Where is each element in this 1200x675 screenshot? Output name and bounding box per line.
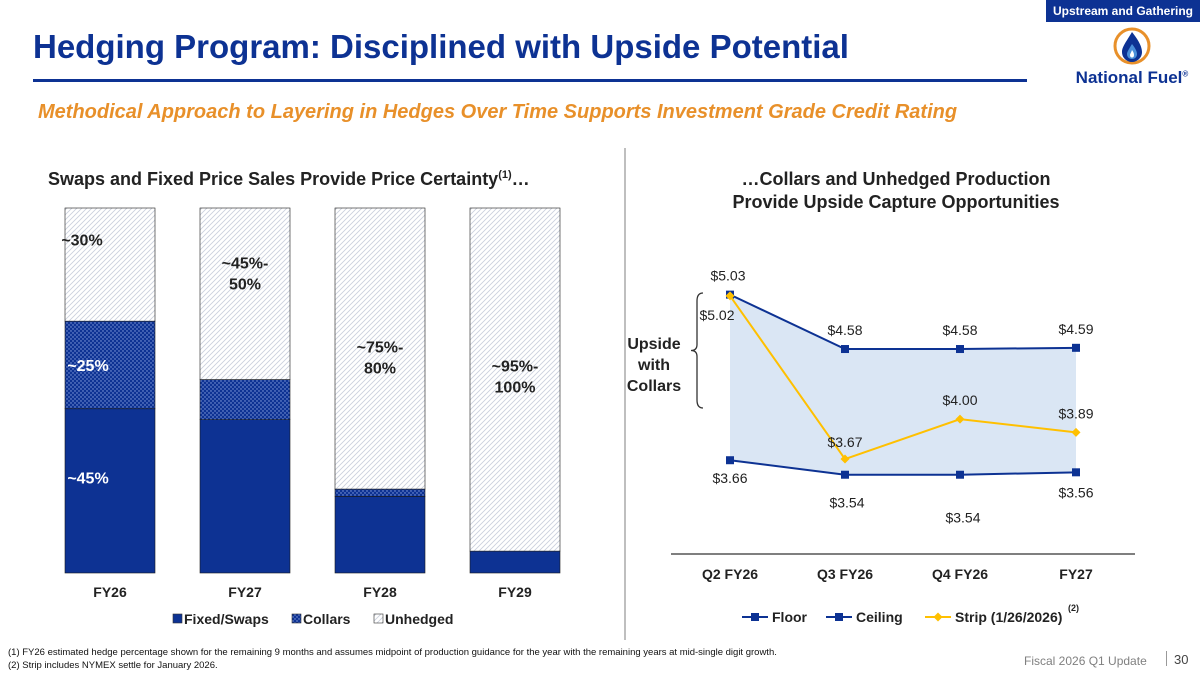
data-label-ceiling: $4.58 — [942, 322, 977, 338]
data-label: ~75%- — [357, 339, 404, 356]
marker-ceiling — [956, 345, 964, 354]
title-rule — [33, 79, 1027, 82]
left-chart-title: Swaps and Fixed Price Sales Provide Pric… — [48, 169, 530, 189]
legend-label-ceiling: Ceiling — [856, 609, 903, 625]
bar-fy27-unhedged — [199, 207, 291, 380]
data-label-strip-1-26-2026: $4.00 — [942, 392, 977, 408]
x-tick-label: FY27 — [1059, 566, 1093, 582]
legend-footnote-sup: (2) — [1068, 603, 1079, 613]
upside-label: Upside — [627, 336, 680, 353]
data-label-strip-1-26-2026: $5.02 — [699, 307, 734, 323]
line-ceiling — [729, 293, 1077, 351]
page-title: Hedging Program: Disciplined with Upside… — [33, 28, 849, 65]
upside-label: Collars — [627, 378, 681, 395]
footnotes: (1) FY26 estimated hedge percentage show… — [8, 646, 777, 672]
marker-ceiling — [841, 345, 849, 354]
page-subtitle: Methodical Approach to Layering in Hedge… — [38, 101, 958, 123]
x-tick-label: FY26 — [93, 584, 127, 600]
bar-fy28-unhedged — [334, 207, 426, 490]
legend-label-strip-1-26-2026: Strip (1/26/2026) — [955, 609, 1062, 625]
data-label-strip-1-26-2026: $3.67 — [827, 434, 862, 450]
marker-ceiling — [1072, 343, 1080, 352]
footnote-2: (2) Strip includes NYMEX settle for Janu… — [8, 660, 218, 671]
panel-divider — [624, 148, 626, 640]
hedge-bar-chart: FY26 FY27 FY28 FY29 ~30% ~25% ~45% ~45%- 50% ~75%… — [61, 207, 561, 627]
data-label: 100% — [495, 380, 536, 397]
marker-strip-1-26-2026 — [955, 414, 965, 424]
legend-swatch-collars — [291, 613, 302, 624]
collar-line-chart: $5.03 $4.58 $4.58 $4.59 $5.02 $3.67 $4.00 $3.89… — [627, 268, 1135, 625]
legend-label-fixed-swaps: Fixed/Swaps — [184, 611, 269, 627]
footnote-1: (1) FY26 estimated hedge percentage show… — [8, 647, 777, 658]
marker-strip-1-26-2026 — [840, 454, 850, 464]
x-tick-label: FY29 — [498, 584, 532, 600]
data-label: ~30% — [61, 233, 102, 250]
bar-fy29-unhedged — [469, 207, 561, 552]
page-number: 30 — [1174, 652, 1189, 667]
marker-floor — [1072, 468, 1080, 477]
data-label-ceiling: $4.59 — [1058, 321, 1093, 337]
data-label-floor: $3.54 — [829, 495, 864, 511]
line-strip-1-26-2026 — [729, 295, 1077, 461]
legend-swatch-fixed-swaps — [172, 613, 183, 624]
data-label: 80% — [364, 360, 396, 377]
data-label: ~95%- — [492, 359, 539, 376]
data-label-strip-1-26-2026: $3.89 — [1058, 405, 1093, 421]
company-logo: National Fuel® — [1074, 26, 1190, 92]
data-label-floor: $3.66 — [712, 470, 747, 486]
bar-fy28-fixed-swaps — [334, 496, 426, 574]
marker-strip-1-26-2026 — [1071, 427, 1081, 437]
marker-floor — [841, 470, 849, 479]
data-label: 50% — [229, 277, 261, 294]
data-label-ceiling: $5.03 — [710, 268, 745, 284]
marker-strip-1-26-2026 — [725, 291, 735, 301]
legend-marker — [835, 613, 843, 621]
data-label-ceiling: $4.58 — [827, 322, 862, 338]
data-label: ~25% — [67, 358, 108, 375]
marker-floor — [956, 470, 964, 479]
line-floor — [729, 459, 1077, 476]
legend-label-floor: Floor — [772, 609, 808, 625]
legend-marker — [751, 613, 759, 621]
x-tick-label: FY27 — [228, 584, 262, 600]
bar-fy27-collars — [199, 379, 291, 420]
x-tick-label: Q4 FY26 — [932, 566, 988, 582]
right-chart-title: …Collars and Unhedged Production Provide… — [732, 169, 1060, 212]
legend-swatch-unhedged — [373, 613, 384, 624]
footer-separator — [1166, 651, 1167, 666]
bar-fy27-fixed-swaps — [199, 419, 291, 574]
marker-floor — [726, 456, 734, 465]
logo-wordmark: National Fuel® — [1075, 68, 1189, 87]
data-label-floor: $3.56 — [1058, 484, 1093, 500]
x-tick-label: Q3 FY26 — [817, 566, 873, 582]
bar-fy26-collars — [64, 320, 156, 410]
legend-label-unhedged: Unhedged — [385, 611, 453, 627]
data-label: ~45% — [67, 471, 108, 488]
flame-icon — [1113, 27, 1151, 65]
legend-label-collars: Collars — [303, 611, 351, 627]
bar-fy26-fixed-swaps — [64, 408, 156, 574]
upside-label: with — [637, 357, 670, 374]
bar-fy26-unhedged — [64, 207, 156, 322]
data-label-floor: $3.54 — [945, 510, 980, 526]
data-label: ~45%- — [222, 256, 269, 273]
x-tick-label: Q2 FY26 — [702, 566, 758, 582]
section-tag: Upstream and Gathering — [1046, 0, 1200, 22]
x-tick-label: FY28 — [363, 584, 397, 600]
footer-label: Fiscal 2026 Q1 Update — [1024, 654, 1147, 668]
legend-marker — [933, 612, 943, 622]
upside-bracket — [690, 292, 704, 409]
collar-band — [730, 294, 1076, 475]
